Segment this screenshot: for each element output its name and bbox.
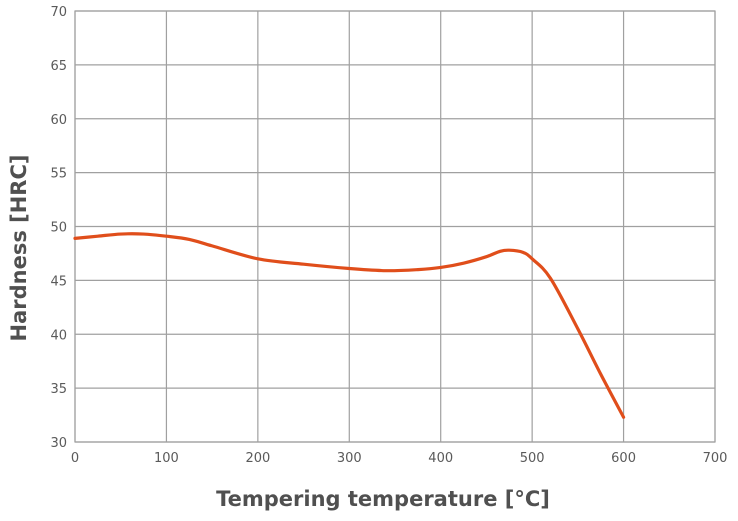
y-tick-label: 70 [50,5,67,20]
y-axis-tick-labels: 30 35 40 45 50 55 60 65 70 [50,5,67,451]
x-tick-label: 100 [154,451,179,466]
y-tick-label: 30 [50,436,67,451]
y-axis-title: Hardness [HRC] [7,155,31,342]
hardness-curve [73,232,626,419]
grid-lines [74,10,716,443]
y-tick-label: 55 [50,167,67,182]
x-tick-label: 500 [520,451,545,466]
y-tick-label: 40 [50,328,67,343]
plot-frame [74,10,716,443]
y-tick-label: 60 [50,113,67,128]
x-tick-label: 0 [71,451,79,466]
x-tick-label: 400 [428,451,453,466]
y-tick-label: 35 [50,382,67,397]
x-tick-label: 300 [337,451,362,466]
y-tick-label: 45 [50,274,67,289]
y-tick-label: 65 [50,59,67,74]
x-tick-label: 600 [611,451,636,466]
x-tick-label: 700 [703,451,728,466]
y-tick-label: 50 [50,221,67,236]
x-axis-title: Tempering temperature [°C] [216,487,550,511]
x-tick-label: 200 [245,451,270,466]
x-axis-tick-labels: 0 100 200 300 400 500 600 700 [71,451,728,466]
